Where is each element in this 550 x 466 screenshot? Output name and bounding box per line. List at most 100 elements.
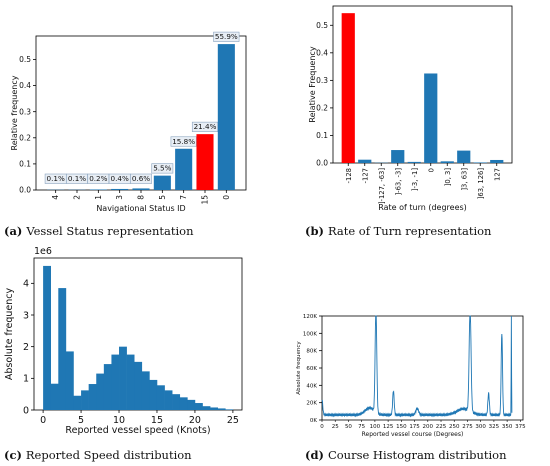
bar: [153, 175, 171, 190]
histogram-bar: [141, 371, 150, 410]
y-axis-title: Absolute frequency: [4, 288, 15, 381]
x-tick-label: ]-63, -3]: [394, 168, 402, 196]
y-tick-label: 0.5: [316, 21, 328, 30]
histogram-bar: [149, 379, 158, 410]
histogram-bar: [65, 351, 74, 410]
bar: [111, 188, 129, 190]
data-label-box: [130, 173, 152, 184]
x-tick-label: 150: [396, 424, 407, 430]
data-label: 0.1%: [68, 174, 86, 183]
histogram-bar: [58, 288, 67, 410]
histogram-bar: [134, 361, 143, 410]
bar: [424, 73, 438, 163]
x-tick-label: 0: [40, 415, 46, 426]
y-tick-label: 2: [23, 342, 29, 353]
course-series-line: [321, 315, 513, 418]
panel-caption: (b) Rate of Turn representation: [305, 224, 492, 238]
x-tick-label: 1: [94, 195, 103, 200]
data-label-box: [170, 136, 197, 147]
histogram-bar: [88, 384, 97, 410]
y-tick-label: 60K: [306, 366, 317, 372]
x-tick-label: ]-3, -1]: [411, 168, 419, 192]
caption-text: Reported Speed distribution: [26, 448, 192, 462]
histogram-bar: [73, 395, 82, 410]
x-tick-label: 225: [436, 424, 447, 430]
bar: [341, 13, 355, 163]
plot-frame-d: [321, 315, 524, 421]
x-tick-label: 200: [423, 424, 434, 430]
x-tick-label: 300: [475, 424, 486, 430]
histogram-bar: [81, 390, 89, 410]
data-label: 0.2%: [89, 174, 107, 183]
x-tick-label: 0: [320, 424, 324, 430]
x-tick-label: 127: [493, 168, 501, 181]
x-tick-label: 100: [370, 424, 381, 430]
y-tick-label: 0.0: [19, 186, 31, 195]
y-tick-label: 0.3: [316, 76, 328, 85]
histogram-bar: [225, 409, 234, 410]
bar: [457, 150, 471, 163]
histogram-bar: [210, 407, 219, 410]
y-tick-label: 0.0: [316, 159, 328, 168]
data-label: 15.8%: [172, 137, 195, 146]
x-tick-label: 8: [137, 195, 146, 200]
panel-caption: (d) Course Histogram distribution: [305, 448, 507, 462]
histogram-bar: [172, 394, 181, 410]
chart-panel-a: 0.0 0.1 0.2 0.3 0.4 0.5 4 0.1% 2 0.1% 1 0.2% 3 0.4% 8 0…: [4, 31, 247, 238]
y-tick-label: 4: [23, 279, 29, 290]
bar: [473, 162, 487, 163]
bar: [196, 134, 214, 190]
caption-text: Course Histogram distribution: [328, 448, 507, 462]
bar: [407, 161, 421, 163]
histogram-bar: [50, 383, 59, 410]
chart-panel-d: 0K 20K 40K 60K 80K 100K 120K 0 25 50 75 100 125 150 17…: [296, 314, 526, 462]
data-label: 0.1%: [47, 174, 65, 183]
bar: [89, 189, 107, 190]
y-axis-title: Absolute frequency: [296, 341, 302, 395]
data-label: 55.9%: [215, 32, 238, 41]
x-tick-label: ]63, 126]: [477, 168, 485, 200]
caption-letter: (b): [305, 224, 328, 238]
x-tick-label: -128: [345, 168, 353, 183]
y-tick-label: 40K: [306, 383, 317, 389]
x-tick-label: 5: [158, 195, 167, 200]
data-label: 0.4%: [111, 174, 129, 183]
histogram-bar: [156, 385, 165, 410]
x-tick-label: 275: [462, 424, 473, 430]
y-tick-label: 0.5: [19, 55, 31, 64]
x-tick-label: 3: [115, 195, 124, 200]
histogram-bar: [96, 373, 105, 410]
histogram-bar: [43, 265, 52, 410]
caption-letter: (d): [305, 448, 328, 462]
bar: [132, 188, 150, 190]
x-tick-label: 7: [179, 195, 188, 200]
x-tick-label: ]3, 63]: [460, 168, 468, 191]
plot-frame-a: [35, 35, 247, 191]
x-tick-label: 375: [515, 424, 526, 430]
data-label: 0.6%: [132, 174, 150, 183]
chart-panel-b: 0.0 0.1 0.2 0.3 0.4 0.5 -128 -127]-127, -63]]-6…: [305, 5, 513, 238]
y-axis-title: Relative frequency: [10, 75, 19, 150]
data-label: 5.5%: [153, 164, 171, 173]
x-tick-label: 10: [113, 415, 125, 426]
bar: [358, 159, 372, 163]
y-tick-label: 0.1: [19, 160, 31, 169]
x-tick-label: 5: [78, 415, 84, 426]
caption-letter: (a): [4, 224, 26, 238]
histogram-bar: [126, 354, 135, 410]
y-tick-label: 120K: [303, 314, 317, 320]
histogram-bar: [111, 354, 120, 410]
histogram-bar: [164, 390, 173, 410]
y-tick-label: 0: [23, 405, 29, 416]
y-tick-label: 0.4: [19, 81, 31, 90]
x-axis-title: Reported vessel speed (Knots): [65, 425, 210, 436]
bar: [217, 44, 235, 191]
x-axis-title: Reported vessel course (Degrees): [362, 431, 464, 438]
x-tick-label: 25: [332, 424, 339, 430]
y-tick-label: 100K: [303, 331, 317, 337]
x-tick-label: 25: [227, 415, 239, 426]
bar: [440, 161, 454, 163]
bar: [391, 150, 405, 163]
y-tick-label: 20K: [306, 401, 317, 407]
x-tick-label: 0: [222, 195, 231, 200]
